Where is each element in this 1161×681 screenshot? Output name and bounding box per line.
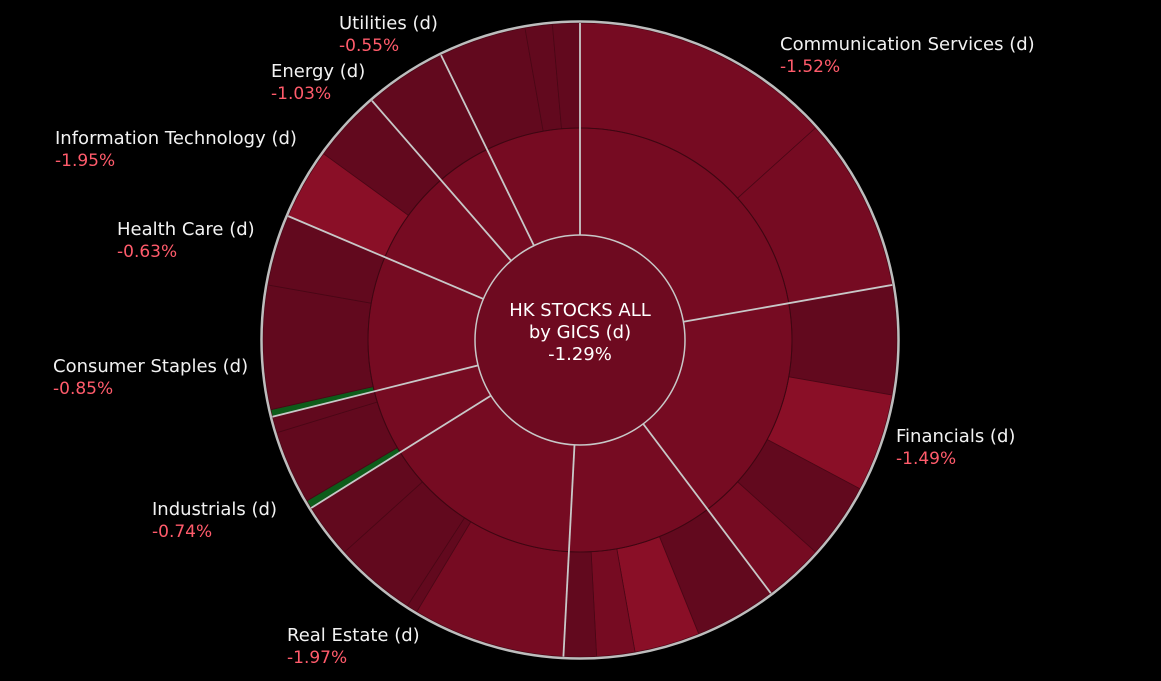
center-title: HK STOCKS ALL <box>509 300 651 321</box>
sector-name: Information Technology (d) <box>55 128 297 149</box>
outer-ring-border <box>260 20 900 660</box>
label-information-technology[interactable]: Information Technology (d) -1.95% <box>55 128 297 172</box>
sector-change: -0.55% <box>339 36 400 56</box>
sector-separator <box>642 423 772 594</box>
sector-name: Real Estate (d) <box>287 625 420 646</box>
label-real-estate[interactable]: Real Estate (d) -1.97% <box>287 625 420 669</box>
center-value: -1.29% <box>548 344 612 365</box>
label-health-care[interactable]: Health Care (d) -0.63% <box>117 219 255 263</box>
outer-segment-financials-1[interactable] <box>788 284 898 396</box>
sector-change: -1.97% <box>287 648 348 668</box>
sector-name: Utilities (d) <box>339 13 438 34</box>
sector-separator <box>310 394 492 509</box>
center-subtitle: by GICS (d) <box>528 322 632 343</box>
sector-change: -1.03% <box>271 84 332 104</box>
sector-separator <box>371 100 512 262</box>
sector-name: Energy (d) <box>271 61 366 82</box>
label-financials[interactable]: Financials (d) -1.49% <box>896 426 1015 470</box>
sector-change: -1.52% <box>780 57 841 77</box>
label-consumer-staples[interactable]: Consumer Staples (d) -0.85% <box>53 356 248 400</box>
sector-change: -1.49% <box>896 449 957 469</box>
sector-separator <box>683 284 893 323</box>
sector-separator <box>272 364 479 418</box>
center-label[interactable]: HK STOCKS ALL by GICS (d) -1.29% <box>480 300 680 366</box>
sector-change: -1.95% <box>55 151 116 171</box>
sector-change: -0.63% <box>117 242 178 262</box>
sector-separator <box>287 215 484 300</box>
sector-separator <box>440 54 535 247</box>
label-utilities[interactable]: Utilities (d) -0.55% <box>339 13 438 57</box>
label-communication-services[interactable]: Communication Services (d) -1.52% <box>780 34 1035 78</box>
sector-name: Health Care (d) <box>117 219 255 240</box>
sector-change: -0.74% <box>152 522 213 542</box>
sector-name: Consumer Staples (d) <box>53 356 249 377</box>
sector-name: Industrials (d) <box>152 499 277 520</box>
label-energy[interactable]: Energy (d) -1.03% <box>271 61 365 105</box>
sector-name: Financials (d) <box>896 426 1016 447</box>
sector-change: -0.85% <box>53 379 114 399</box>
sector-separator <box>562 444 576 657</box>
label-industrials[interactable]: Industrials (d) -0.74% <box>152 499 277 543</box>
sector-name: Communication Services (d) <box>780 34 1035 55</box>
